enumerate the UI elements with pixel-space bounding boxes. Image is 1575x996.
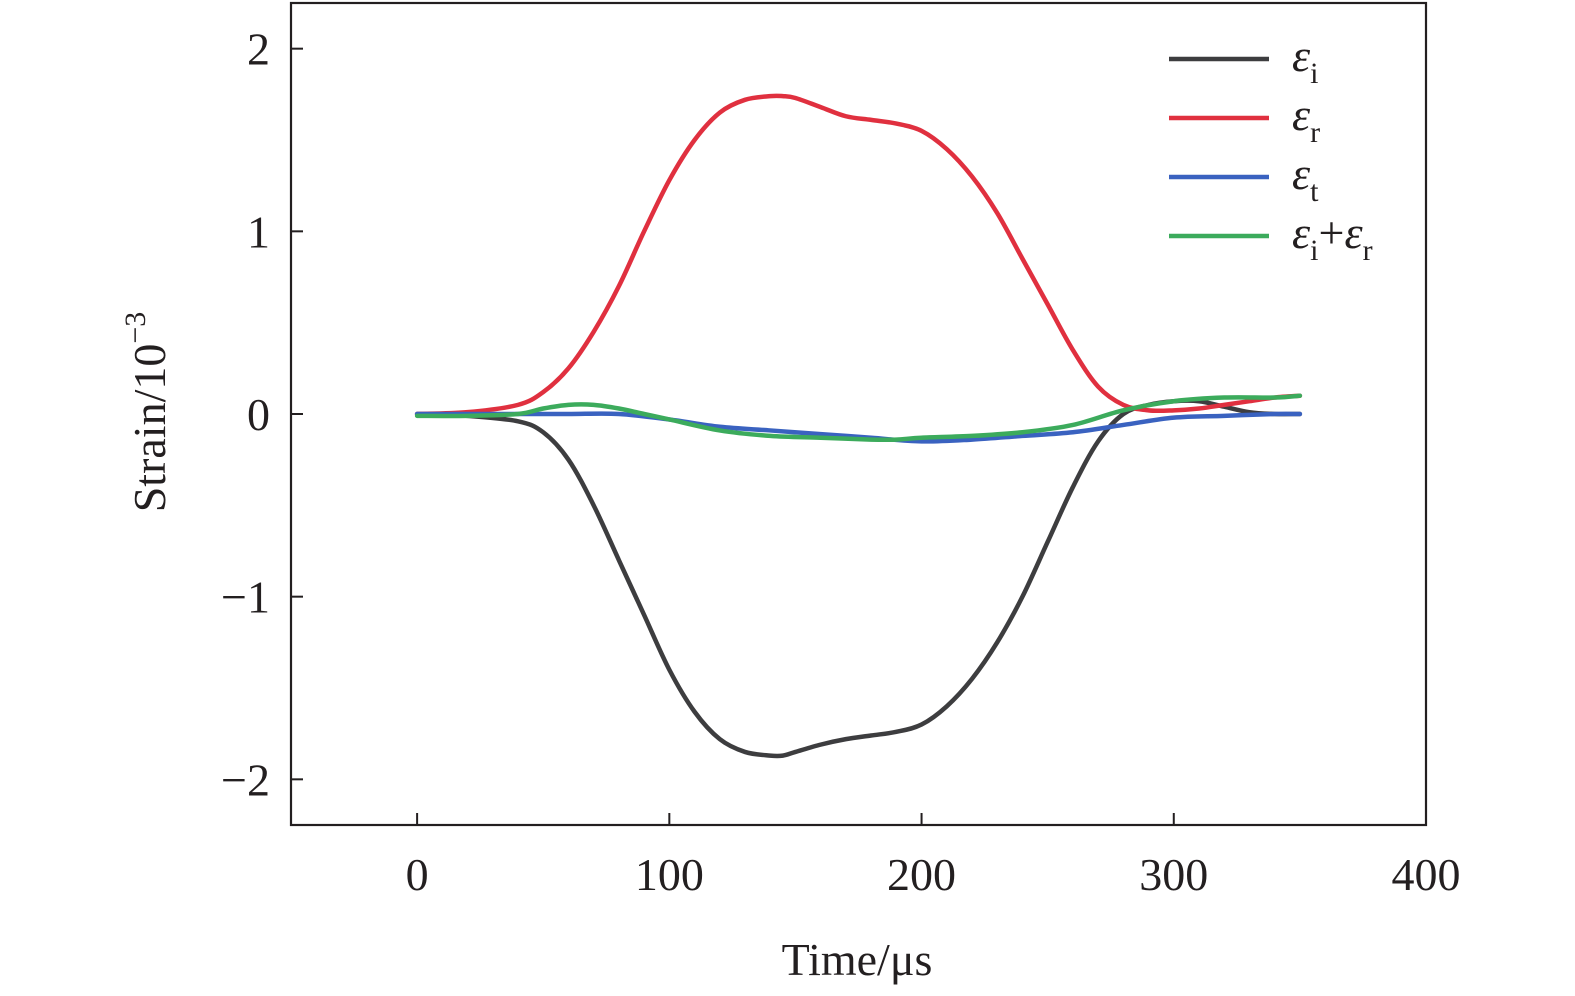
series-line-epsilon-i-plus-epsilon-r [414, 393, 1303, 443]
legend-symbol: ε [1292, 89, 1311, 140]
legend-symbol: ε [1292, 207, 1311, 258]
series-line-epsilon-i [414, 398, 1303, 759]
legend-subscript: t [1310, 175, 1319, 208]
x-tick-label: 400 [1392, 849, 1461, 900]
series-line-epsilon-r [414, 93, 1303, 417]
legend-label-epsilon-i: εi [1292, 30, 1318, 90]
y-tick-label: −1 [221, 572, 270, 623]
y-tick-label: 2 [247, 24, 270, 75]
x-tick-label: 300 [1139, 849, 1208, 900]
y-tick-label: 1 [247, 206, 270, 257]
legend-symbol: ε [1292, 148, 1311, 199]
x-tick-label: 100 [635, 849, 704, 900]
y-axis-label-exponent: −3 [119, 312, 152, 344]
x-tick-label: 200 [887, 849, 956, 900]
y-tick-label: −2 [221, 754, 270, 805]
legend-label-epsilon-r: εr [1292, 89, 1320, 149]
y-axis-label: Strain/10−3 [119, 312, 175, 513]
legend-subscript: r [1310, 116, 1320, 149]
legend-plus: + [1318, 207, 1344, 258]
legend-subscript: r [1363, 234, 1373, 267]
x-tick-label: 0 [406, 849, 429, 900]
legend-symbol: ε [1344, 207, 1363, 258]
y-tick-label: 0 [247, 389, 270, 440]
legend-subscript: i [1310, 234, 1318, 267]
legend-label-epsilon-t: εt [1292, 148, 1319, 208]
legend-symbol: ε [1292, 30, 1311, 81]
y-axis-label-text: Strain/10 [124, 344, 175, 513]
legend-label-epsilon-i-plus-epsilon-r: εi+εr [1292, 207, 1373, 267]
axis-ticks: 0 100 200 300 400 −2 −1 0 1 2 [221, 24, 1460, 900]
series-lines [414, 93, 1303, 759]
x-axis-label: Time/μs [782, 934, 933, 985]
legend-subscript: i [1310, 57, 1318, 90]
plot-frame [289, 1, 1428, 827]
